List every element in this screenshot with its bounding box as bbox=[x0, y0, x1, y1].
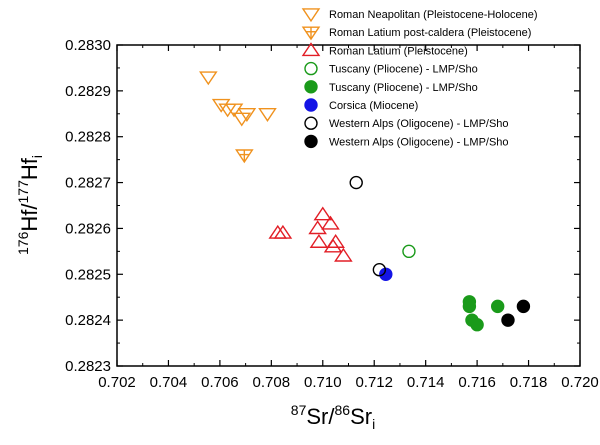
legend-marker bbox=[304, 61, 318, 76]
data-point-shape bbox=[258, 108, 277, 122]
data-point-shape bbox=[199, 71, 218, 86]
legend: Roman Neapolitan (Pleistocene-Holocene) R… bbox=[301, 8, 538, 149]
legend-marker bbox=[304, 98, 318, 112]
data-point bbox=[490, 299, 505, 314]
data-point bbox=[308, 220, 327, 235]
data-point bbox=[470, 318, 484, 332]
series-7 bbox=[501, 299, 531, 327]
data-point-shape bbox=[235, 149, 254, 164]
data-point bbox=[309, 234, 329, 248]
x-tick-label: 0.708 bbox=[253, 374, 291, 391]
data-point bbox=[323, 238, 343, 253]
data-point-shape bbox=[237, 108, 257, 122]
x-tick-label: 0.712 bbox=[355, 374, 393, 391]
data-point bbox=[402, 244, 416, 259]
y-tick-label: 0.2828 bbox=[65, 129, 111, 146]
series-2 bbox=[268, 206, 353, 262]
legend-item: Roman Latium post-caldera (Pleistocene) bbox=[301, 26, 531, 41]
legend-marker bbox=[304, 134, 318, 149]
data-point bbox=[199, 71, 218, 86]
x-axis-title: 87Sr/86Sri bbox=[291, 402, 375, 432]
data-point bbox=[501, 313, 515, 327]
series-6 bbox=[349, 175, 387, 277]
y-tick-label: 0.2826 bbox=[65, 220, 111, 237]
x-tick-label: 0.716 bbox=[458, 374, 496, 391]
data-point bbox=[211, 98, 231, 113]
data-point bbox=[516, 299, 531, 314]
legend-marker bbox=[301, 42, 321, 57]
data-point bbox=[313, 206, 333, 221]
x-tick-label: 0.710 bbox=[304, 374, 342, 391]
y-axis-title: 176Hf/177Hfi bbox=[15, 155, 45, 255]
y-tick-label: 0.2829 bbox=[65, 83, 111, 100]
data-point bbox=[462, 299, 477, 314]
data-point bbox=[321, 215, 340, 230]
data-point bbox=[273, 224, 293, 239]
legend-label: Roman Latium post-caldera (Pleistocene) bbox=[329, 27, 531, 39]
y-axis-ticks: 0.2823 0.2824 0.2825 0.2826 0.2827 0.2828 0.28… bbox=[65, 37, 580, 375]
y-tick-label: 0.2825 bbox=[65, 266, 111, 283]
y-tick-label: 0.2823 bbox=[65, 358, 111, 375]
legend-label: Roman Latium (Pleistocene) bbox=[329, 45, 468, 57]
legend-label: Western Alps (Oligocene) - LMP/Sho bbox=[329, 118, 509, 130]
y-tick-label: 0.2827 bbox=[65, 175, 111, 192]
y-tick-label: 0.2830 bbox=[65, 37, 111, 54]
legend-item: Western Alps (Oligocene) - LMP/Sho bbox=[304, 116, 509, 130]
series-4 bbox=[462, 295, 505, 332]
x-axis-ticks: 0.702 0.704 0.706 0.708 0.710 0.712 0.714 0.716… bbox=[98, 45, 599, 391]
legend-label: Corsica (Miocene) bbox=[329, 100, 418, 112]
series-0 bbox=[199, 71, 277, 127]
data-point bbox=[235, 149, 254, 164]
data-point bbox=[237, 108, 257, 122]
legend-item: Western Alps (Oligocene) - LMP/Sho bbox=[304, 134, 509, 149]
series-1 bbox=[235, 149, 254, 164]
series-3 bbox=[402, 244, 416, 259]
data-point bbox=[349, 175, 363, 190]
data-point-shape bbox=[224, 103, 244, 118]
legend-marker bbox=[301, 26, 321, 41]
legend-item: Tuscany (Pliocene) - LMP/Sho bbox=[304, 80, 478, 94]
data-point bbox=[258, 108, 277, 122]
data-point-shape bbox=[211, 98, 231, 113]
data-point bbox=[224, 103, 244, 118]
legend-marker bbox=[301, 8, 321, 23]
x-tick-label: 0.720 bbox=[561, 374, 599, 391]
x-tick-label: 0.702 bbox=[98, 374, 136, 391]
x-tick-label: 0.706 bbox=[201, 374, 239, 391]
legend-label: Tuscany (Pliocene) - LMP/Sho bbox=[329, 82, 478, 94]
legend-item: Corsica (Miocene) bbox=[304, 98, 418, 112]
legend-marker-shape bbox=[301, 8, 321, 23]
legend-label: Roman Neapolitan (Pleistocene-Holocene) bbox=[329, 9, 538, 21]
data-point bbox=[372, 263, 387, 277]
data-point bbox=[334, 247, 353, 262]
y-tick-label: 0.2824 bbox=[65, 312, 111, 329]
legend-item: Roman Latium (Pleistocene) bbox=[301, 42, 468, 57]
legend-item: Tuscany (Pliocene) - LMP/Sho bbox=[304, 61, 478, 76]
data-points bbox=[199, 71, 531, 332]
legend-label: Western Alps (Oligocene) - LMP/Sho bbox=[329, 136, 509, 148]
legend-marker bbox=[304, 80, 318, 94]
x-tick-label: 0.714 bbox=[407, 374, 445, 391]
x-tick-label: 0.704 bbox=[150, 374, 188, 391]
legend-item: Roman Neapolitan (Pleistocene-Holocene) bbox=[301, 8, 538, 23]
x-tick-label: 0.718 bbox=[510, 374, 548, 391]
legend-marker bbox=[304, 116, 318, 130]
legend-label: Tuscany (Pliocene) - LMP/Sho bbox=[329, 64, 478, 76]
